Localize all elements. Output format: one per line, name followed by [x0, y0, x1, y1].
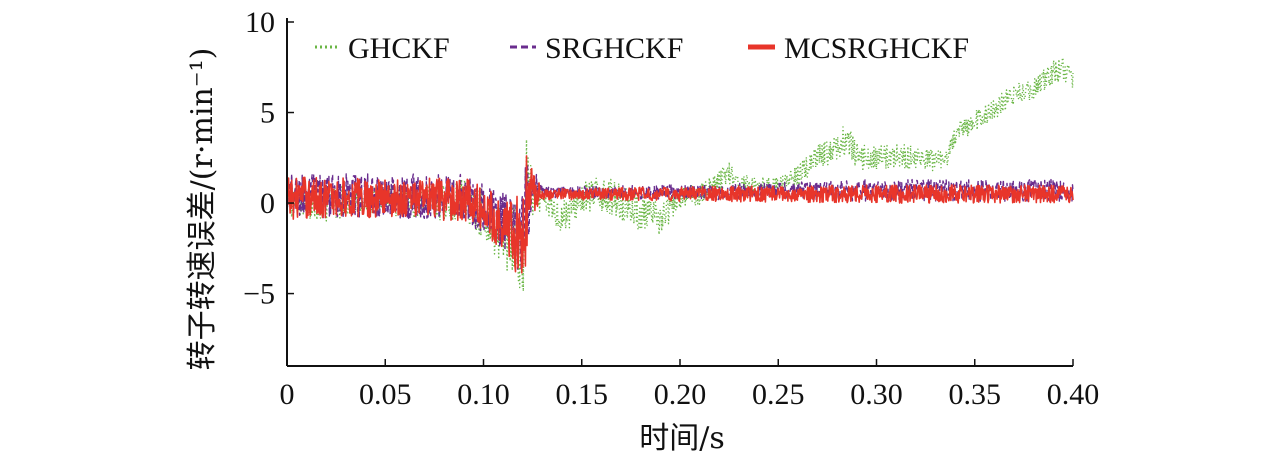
- series-layer: [286, 56, 1074, 292]
- x-tick-label: 0.30: [850, 378, 903, 411]
- x-axis-title: 时间/s: [639, 421, 725, 456]
- x-tick-label: 0.35: [949, 378, 1002, 411]
- x-tick-labels: 0 0.05 0.10 0.15 0.20 0.25 0.30 0.35 0.40: [280, 378, 1100, 411]
- y-tick-label: 0: [260, 187, 275, 220]
- x-tick-label: 0.05: [359, 378, 412, 411]
- y-tick-label: 10: [245, 6, 275, 39]
- y-tick-labels: −5 0 5 10: [243, 6, 275, 311]
- legend-label-ghckf: GHCKF: [348, 32, 450, 65]
- x-tick-label: 0.25: [752, 378, 805, 411]
- tick-marks: [286, 21, 1074, 366]
- y-tick-label: 5: [260, 97, 275, 130]
- x-tick-label: 0.20: [654, 378, 707, 411]
- x-tick-label: 0.15: [556, 378, 609, 411]
- x-tick-label: 0.10: [457, 378, 510, 411]
- series-line-ghckf: [286, 56, 1074, 292]
- x-tick-label: 0: [280, 378, 295, 411]
- y-tick-label: −5: [243, 278, 275, 311]
- legend-label-srghckf: SRGHCKF: [545, 32, 683, 65]
- x-tick-label: 0.40: [1047, 378, 1100, 411]
- series-line-mcsrghckf: [286, 155, 1074, 274]
- y-axis-title: 转子转速误差/(r·min⁻¹): [185, 48, 220, 371]
- legend-label-mcsrghckf: MCSRGHCKF: [784, 32, 969, 65]
- legend: GHCKF SRGHCKF MCSRGHCKF: [315, 32, 969, 65]
